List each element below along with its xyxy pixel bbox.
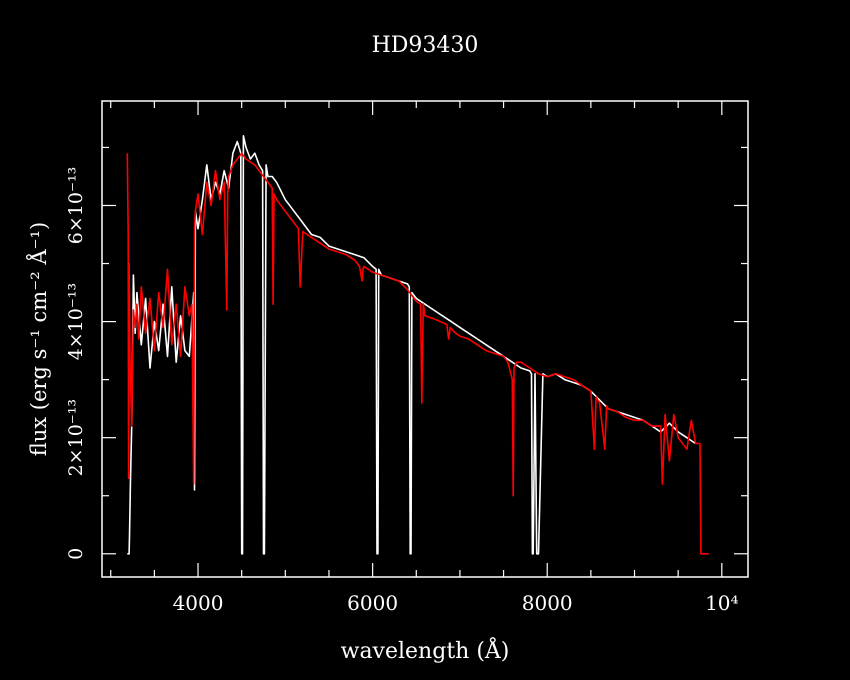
y-tick-label: 0 — [65, 548, 87, 560]
axis-ticks — [102, 101, 748, 577]
y-tick-label: 2×10⁻¹³ — [65, 399, 87, 476]
chart-title: HD93430 — [372, 33, 479, 58]
series-group — [126, 135, 709, 555]
x-tick-label: 8000 — [522, 591, 573, 615]
plot-frame — [101, 100, 749, 578]
x-tick-label: 10⁴ — [705, 591, 738, 615]
red-spectrum-line — [126, 152, 709, 555]
x-tick-label: 4000 — [173, 591, 224, 615]
y-tick-label: 4×10⁻¹³ — [65, 283, 87, 360]
y-tick-label: 6×10⁻¹³ — [65, 167, 87, 244]
y-axis-label: flux (erg s⁻¹ cm⁻² Å⁻¹) — [26, 222, 51, 457]
x-tick-label: 6000 — [347, 591, 398, 615]
x-axis-label: wavelength (Å) — [341, 636, 510, 664]
x-tick-labels: 4000 6000 8000 10⁴ — [173, 591, 739, 615]
y-tick-labels: 0 2×10⁻¹³ 4×10⁻¹³ 6×10⁻¹³ — [65, 167, 87, 560]
